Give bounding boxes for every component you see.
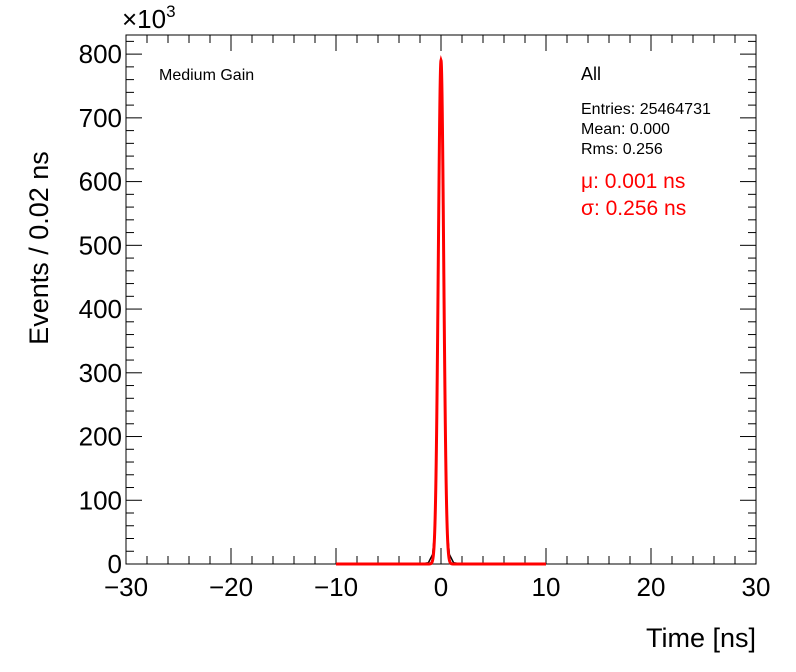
y-tick-label: 600 [79, 167, 122, 197]
axis-ticks [125, 35, 757, 565]
x-tick-label: 0 [434, 572, 448, 602]
fit-sigma: σ: 0.256 ns [581, 197, 686, 220]
x-tick-labels: −30 −20 −10 0 10 20 30 [104, 572, 771, 602]
y-multiplier: ×103 [122, 2, 176, 34]
stats-entries: Entries: 25464731 [581, 101, 711, 118]
y-tick-label: 100 [79, 485, 122, 515]
stats-rms: Rms: 0.256 [581, 141, 663, 158]
x-tick-label: 20 [637, 572, 666, 602]
plot-label: Medium Gain [159, 67, 254, 84]
stats-title: All [581, 64, 601, 84]
y-tick-labels: 0 100 200 300 400 500 600 700 800 [79, 39, 122, 579]
stats-mean: Mean: 0.000 [581, 121, 670, 138]
data-histogram [336, 60, 546, 565]
y-tick-label: 200 [79, 422, 122, 452]
y-tick-label: 700 [79, 103, 122, 133]
fit-mu: μ: 0.001 ns [581, 170, 685, 193]
y-tick-label: 500 [79, 230, 122, 260]
x-tick-label: 10 [532, 572, 561, 602]
y-tick-label: 800 [79, 39, 122, 69]
y-tick-label: 0 [108, 549, 122, 579]
data-curves [336, 54, 546, 566]
y-tick-label: 300 [79, 358, 122, 388]
x-axis-title: Time [ns] [646, 623, 756, 653]
fit-curve [336, 54, 546, 566]
x-tick-label: −20 [209, 572, 253, 602]
y-tick-label: 400 [79, 294, 122, 324]
x-tick-label: −10 [314, 572, 358, 602]
x-tick-label: −30 [104, 572, 148, 602]
x-tick-label: 30 [742, 572, 771, 602]
y-axis-title: Events / 0.02 ns [24, 151, 54, 345]
